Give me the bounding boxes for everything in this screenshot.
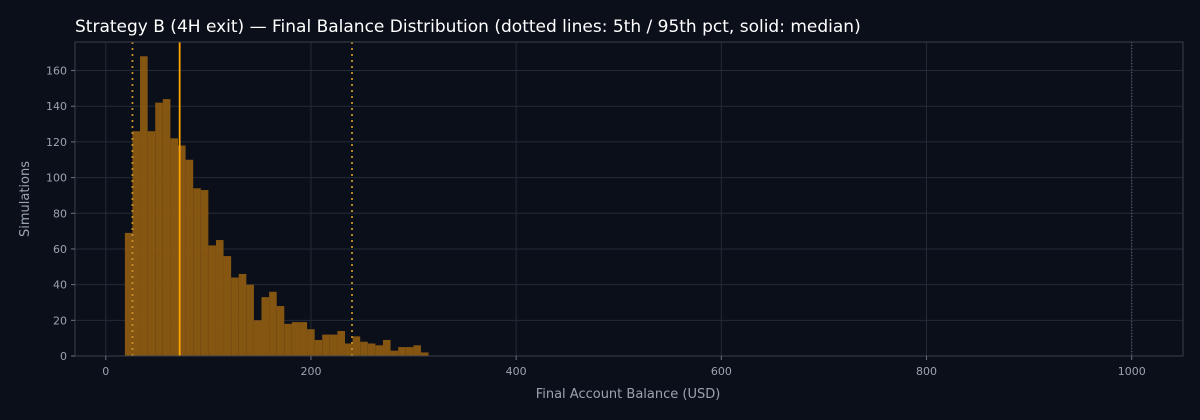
plot-frame <box>74 41 1184 357</box>
histogram-bar <box>345 343 353 356</box>
histogram-bar <box>269 291 277 356</box>
y-tick-label: 120 <box>46 136 67 149</box>
x-axis-label: Final Account Balance (USD) <box>536 387 721 402</box>
x-tick-label: 1000 <box>1118 365 1146 378</box>
y-tick-label: 40 <box>53 279 67 292</box>
x-tick-label: 400 <box>506 365 527 378</box>
histogram-bar <box>307 329 315 356</box>
y-tick-label: 160 <box>46 65 67 78</box>
histogram-bar <box>360 341 368 356</box>
histogram-bar <box>223 256 232 356</box>
histogram-bar <box>162 99 171 356</box>
y-tick-label: 20 <box>53 314 67 327</box>
histogram-bar <box>413 345 421 356</box>
histogram-bar <box>375 345 383 356</box>
y-tick-label: 80 <box>53 207 67 220</box>
histogram-bar <box>322 334 330 356</box>
histogram-bar <box>155 102 163 356</box>
x-tick-label: 800 <box>916 365 937 378</box>
histogram-bar <box>246 284 254 356</box>
histogram-bar <box>390 350 399 356</box>
histogram-bar <box>170 138 179 356</box>
histogram-bar <box>132 131 141 356</box>
histogram-bar <box>231 277 239 356</box>
histogram-bar <box>337 331 346 356</box>
histogram-bar <box>253 320 262 356</box>
histogram-bar <box>284 323 292 356</box>
y-tick-label: 60 <box>53 243 67 256</box>
reference-lines <box>131 42 1133 356</box>
x-tick-label: 600 <box>711 365 732 378</box>
histogram-bar <box>193 188 201 356</box>
histogram-bar <box>238 273 247 356</box>
y-axis-label: Simulations <box>18 161 33 237</box>
histogram-bar <box>398 347 406 356</box>
x-axis-ticks: 0 200 400 600 800 1000 <box>102 356 1146 378</box>
histogram-bar <box>208 245 216 356</box>
histogram-bar <box>147 131 156 356</box>
x-tick-label: 0 <box>102 365 109 378</box>
x-tick-label: 200 <box>300 365 321 378</box>
y-tick-label: 100 <box>46 172 67 185</box>
y-tick-label: 140 <box>46 100 67 113</box>
histogram-bar <box>140 56 148 356</box>
histogram-bar <box>405 347 414 356</box>
histogram-bars <box>124 56 429 356</box>
chart-title: Strategy B (4H exit) — Final Balance Dis… <box>75 17 861 37</box>
histogram-bar <box>291 322 300 356</box>
y-tick-label: 0 <box>60 350 67 363</box>
histogram-bar <box>124 232 133 356</box>
histogram-bar <box>200 190 209 356</box>
histogram-bar <box>185 159 194 356</box>
histogram-bar <box>178 145 186 356</box>
histogram-bar <box>261 297 270 356</box>
histogram-bar <box>367 343 376 356</box>
histogram-bar <box>215 240 224 356</box>
histogram-bar <box>276 306 285 356</box>
histogram-bar <box>299 322 308 356</box>
histogram-bar <box>329 334 338 356</box>
histogram-bar <box>314 339 323 356</box>
histogram-bar <box>352 336 361 356</box>
histogram-bar <box>420 352 429 356</box>
y-axis-ticks: 0 20 40 60 80 100 120 140 160 <box>46 65 75 363</box>
histogram-bar <box>382 339 391 356</box>
